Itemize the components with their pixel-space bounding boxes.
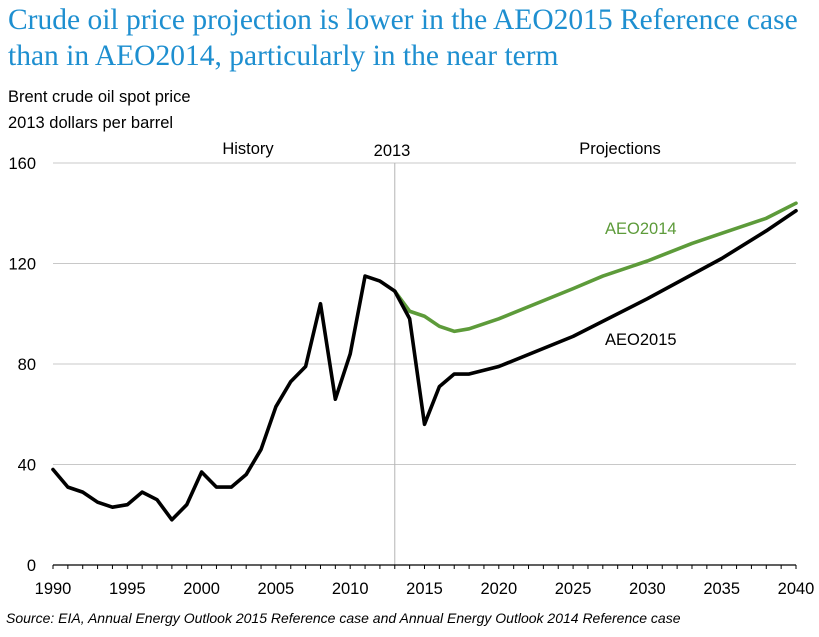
gridlines (53, 162, 796, 465)
year-2013-annotation: 2013 (374, 142, 411, 160)
x-tick-label: 2035 (703, 580, 740, 598)
x-tick-label: 1990 (35, 580, 72, 598)
line-chart: 0 40 80 120 160 1990 1995 2000 2005 2010 2015 2020 2… (8, 140, 814, 598)
aeo2014-series-label: AEO2014 (605, 220, 677, 238)
y-tick-label: 40 (18, 457, 36, 475)
y-tick-label: 80 (18, 356, 36, 374)
x-tick-label: 2000 (183, 580, 220, 598)
series-line-aeo2015 (51, 208, 798, 522)
x-tick-label: 2005 (258, 580, 295, 598)
history-annotation: History (222, 140, 274, 158)
chart-subtitle-units: 2013 dollars per barrel (8, 114, 174, 132)
x-tick-label: 2010 (332, 580, 369, 598)
projections-annotation: Projections (579, 140, 661, 158)
aeo2015-series-label: AEO2015 (605, 331, 677, 349)
x-tick-label: 2015 (406, 580, 443, 598)
source-note: Source: EIA, Annual Energy Outlook 2015 … (6, 610, 681, 626)
y-tick-label: 160 (8, 155, 36, 173)
x-tick-label: 2040 (778, 580, 815, 598)
x-tick-label: 2025 (555, 580, 592, 598)
series-line-aeo2014 (392, 201, 798, 334)
axes: 0 40 80 120 160 1990 1995 2000 2005 2010 2015 2020 2… (8, 155, 814, 598)
x-tick-label: 1995 (109, 580, 146, 598)
series-lines (51, 201, 798, 522)
chart-subtitle-series: Brent crude oil spot price (8, 88, 191, 106)
x-tick-label: 2020 (480, 580, 517, 598)
x-tick-label: 2030 (629, 580, 666, 598)
chart-title: Crude oil price projection is lower in t… (8, 4, 798, 72)
y-tick-label: 0 (27, 557, 36, 575)
y-tick-label: 120 (8, 256, 36, 274)
